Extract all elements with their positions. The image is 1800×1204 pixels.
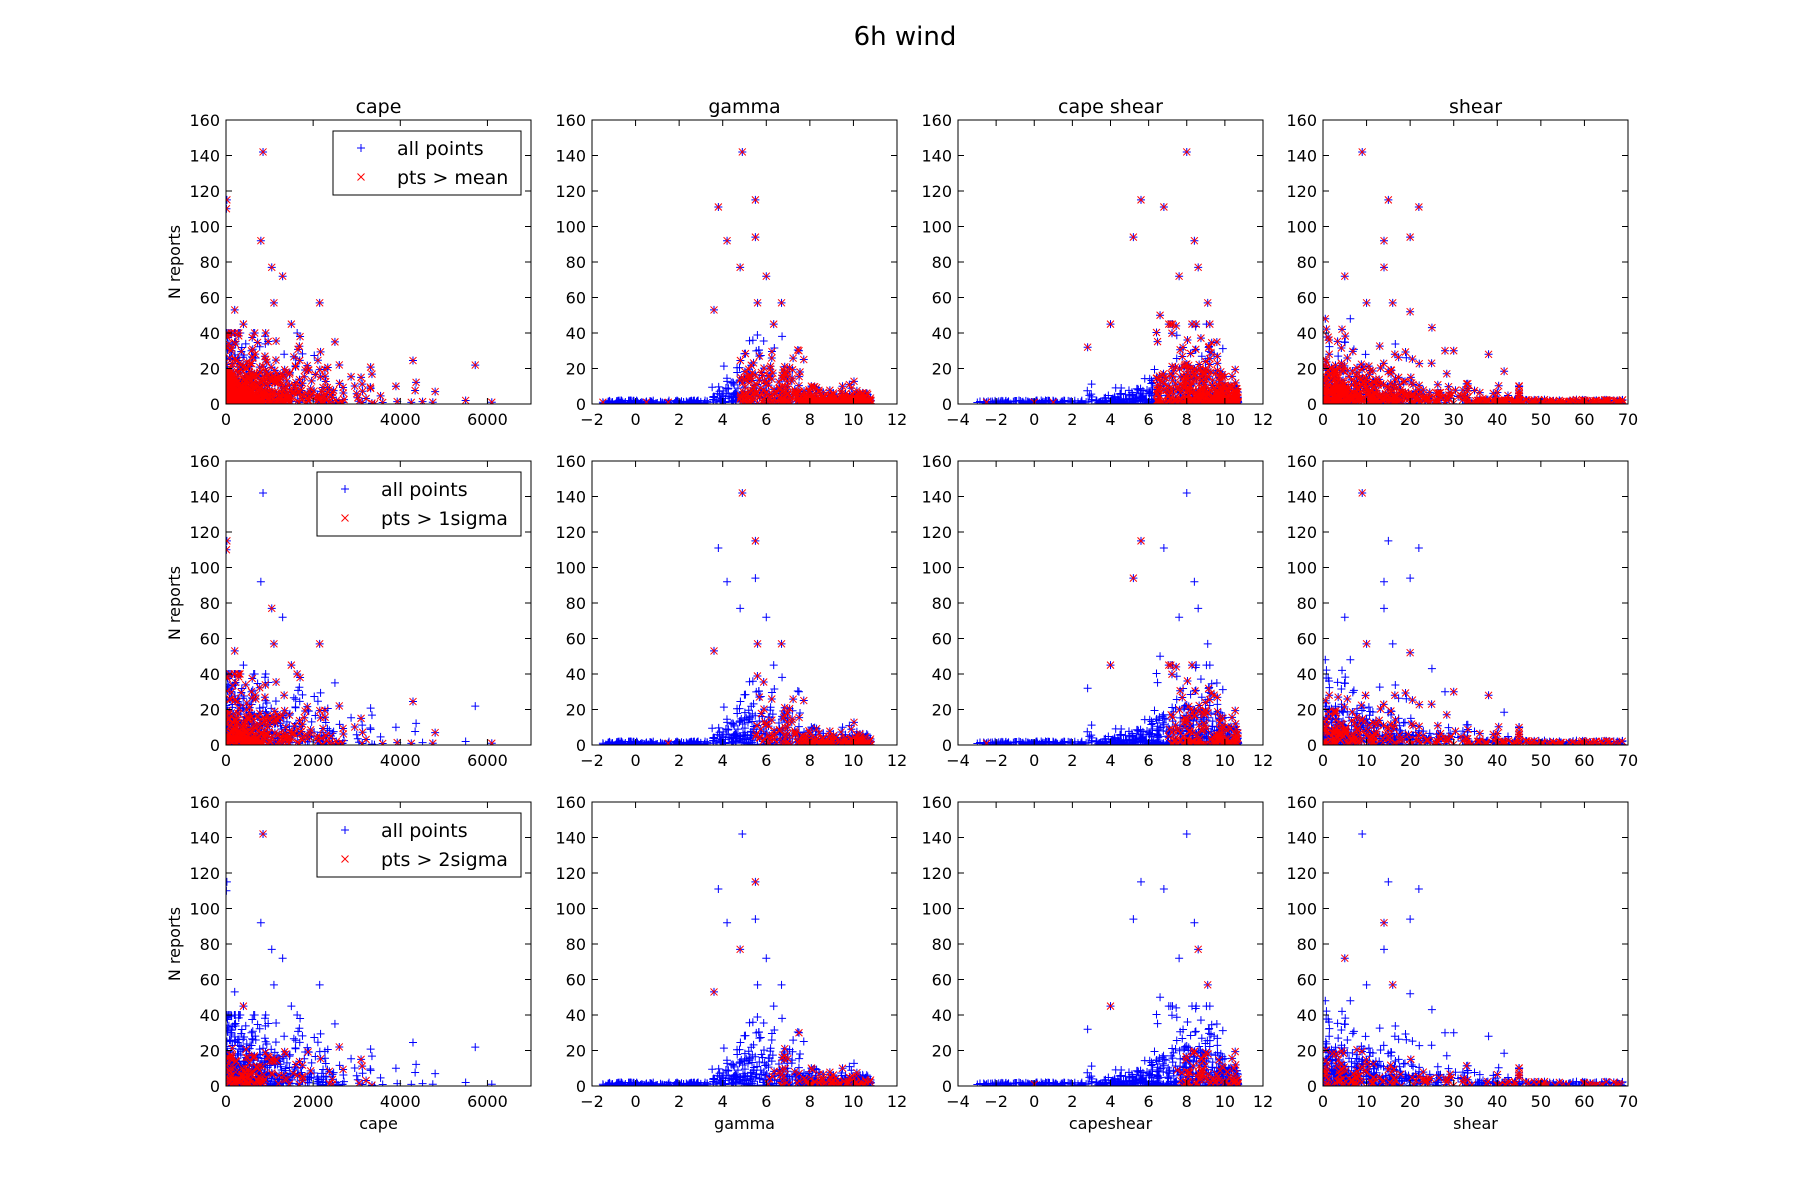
y-tick-label: 20 xyxy=(566,360,586,379)
y-tick-label: 20 xyxy=(1297,360,1317,379)
all-points-marker xyxy=(1346,315,1354,323)
all-points-marker xyxy=(242,340,250,348)
x-tick-label: 6 xyxy=(761,410,771,429)
y-tick-label: 80 xyxy=(932,253,952,272)
all-points-marker xyxy=(778,332,786,340)
y-tick-label: 20 xyxy=(200,360,220,379)
x-tick-label: 4 xyxy=(718,410,728,429)
y-axis-label: N reports xyxy=(165,225,184,299)
all-points-marker xyxy=(1334,352,1342,360)
panel-cape-row-1: 0 20 40 60 80 100 120 140 160 0 2000 4000 6000 cape N … xyxy=(165,96,531,429)
column-title: cape xyxy=(356,96,402,118)
y-tick-label: 160 xyxy=(1286,111,1317,130)
x-tick-label: 0 xyxy=(1318,410,1328,429)
x-tick-label: 0 xyxy=(630,410,640,429)
y-tick-label: 120 xyxy=(555,182,586,201)
y-tick-label: 20 xyxy=(932,360,952,379)
y-tick-label: 140 xyxy=(1286,147,1317,166)
y-tick-label: 40 xyxy=(200,324,220,343)
x-tick-label: 4000 xyxy=(380,410,421,429)
legend: all points pts > mean xyxy=(333,131,521,195)
x-tick-label: 2 xyxy=(674,410,684,429)
y-tick-label: 80 xyxy=(200,253,220,272)
column-title: cape shear xyxy=(1058,96,1163,118)
y-tick-label: 160 xyxy=(555,111,586,130)
y-tick-label: 60 xyxy=(932,289,952,308)
axes-frame xyxy=(1323,120,1628,404)
y-tick-label: 40 xyxy=(566,324,586,343)
y-tick-label: 60 xyxy=(200,289,220,308)
y-tick-label: 100 xyxy=(1286,218,1317,237)
y-tick-label: 40 xyxy=(932,324,952,343)
x-tick-label: 0 xyxy=(221,410,231,429)
markers xyxy=(973,148,1242,408)
all-points-marker xyxy=(760,337,768,345)
all-points-marker xyxy=(310,352,318,360)
all-points-marker xyxy=(715,383,723,391)
y-tick-label: 40 xyxy=(1297,324,1317,343)
all-points-marker xyxy=(746,337,754,345)
x-tick-label: −2 xyxy=(984,410,1008,429)
y-tick-label: 120 xyxy=(1286,182,1317,201)
all-points-marker xyxy=(749,336,757,344)
y-tick-label: 120 xyxy=(189,182,220,201)
x-tick-label: −4 xyxy=(946,410,970,429)
y-tick-label: 100 xyxy=(189,218,220,237)
all-points-marker xyxy=(720,362,728,370)
y-tick-label: 80 xyxy=(1297,253,1317,272)
x-tick-label: 10 xyxy=(843,410,863,429)
x-tick-label: 6000 xyxy=(467,410,508,429)
column-title: gamma xyxy=(708,96,780,118)
x-tick-label: 4 xyxy=(1105,410,1115,429)
all-points-marker xyxy=(1088,380,1096,388)
all-points-marker xyxy=(1362,350,1370,358)
y-tick-label: 0 xyxy=(210,395,220,414)
x-tick-label: 2 xyxy=(1067,410,1077,429)
all-points-marker xyxy=(1150,365,1158,373)
figure-title: 6h wind xyxy=(854,22,957,52)
y-tick-label: 160 xyxy=(921,111,952,130)
all-points-marker xyxy=(1391,340,1399,348)
all-points-marker xyxy=(1112,384,1120,392)
axes-frame xyxy=(592,120,897,404)
x-tick-label: 8 xyxy=(1182,410,1192,429)
y-tick-label: 60 xyxy=(566,289,586,308)
all-points-marker xyxy=(280,350,288,358)
y-tick-label: 140 xyxy=(189,147,220,166)
x-tick-label: 12 xyxy=(1253,410,1273,429)
all-points-marker xyxy=(1083,387,1091,395)
y-tick-label: 80 xyxy=(566,253,586,272)
y-tick-label: 100 xyxy=(921,218,952,237)
x-tick-label: 12 xyxy=(887,410,907,429)
markers xyxy=(599,148,875,408)
x-tick-label: 8 xyxy=(805,410,815,429)
x-tick-label: −2 xyxy=(580,410,604,429)
x-tick-label: 0 xyxy=(1029,410,1039,429)
markers xyxy=(1319,148,1627,408)
all-points-marker xyxy=(757,352,765,360)
x-tick-label: 2000 xyxy=(293,410,334,429)
y-tick-label: 140 xyxy=(555,147,586,166)
all-points-marker xyxy=(724,385,732,393)
y-tick-label: 140 xyxy=(921,147,952,166)
all-points-marker xyxy=(753,331,761,339)
y-tick-label: 100 xyxy=(555,218,586,237)
y-tick-label: 160 xyxy=(189,111,220,130)
legend-label-all: all points xyxy=(397,138,484,160)
x-tick-label: 10 xyxy=(1356,410,1376,429)
y-tick-label: 120 xyxy=(921,182,952,201)
legend-label-subset: pts > mean xyxy=(397,167,508,189)
x-tick-label: 6 xyxy=(1144,410,1154,429)
y-tick-label: 0 xyxy=(1307,395,1317,414)
all-points-marker xyxy=(1325,343,1333,351)
x-tick-label: 10 xyxy=(1215,410,1235,429)
y-tick-label: 60 xyxy=(1297,289,1317,308)
